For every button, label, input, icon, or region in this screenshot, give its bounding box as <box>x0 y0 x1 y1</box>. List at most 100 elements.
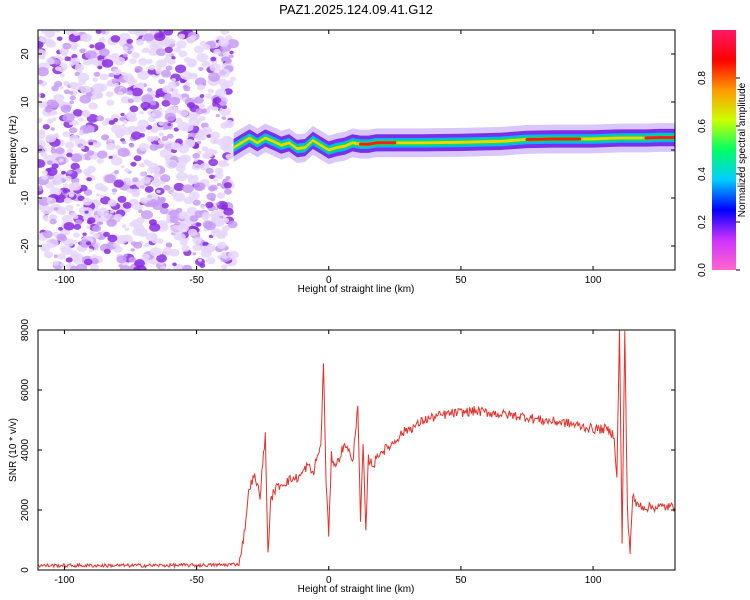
noise-blob <box>50 148 57 154</box>
noise-blob <box>140 101 151 110</box>
noise-blob <box>164 93 172 99</box>
noise-blob <box>65 204 74 212</box>
noise-blob <box>90 263 99 270</box>
noise-blob <box>45 38 54 45</box>
noise-blob <box>160 265 167 270</box>
noise-blob <box>101 30 106 34</box>
noise-blob <box>158 78 166 84</box>
noise-blob <box>70 265 79 270</box>
noise-blob <box>181 245 190 252</box>
noise-blob <box>174 47 181 53</box>
noise-blob <box>58 158 64 163</box>
noise-blob <box>186 59 198 68</box>
noise-blob <box>68 193 74 198</box>
noise-blob <box>192 199 201 206</box>
colorbar: 0.0 0.2 0.4 0.6 0.8 Normalized spectral ampl… <box>697 30 748 277</box>
noise-blob <box>65 141 75 149</box>
noise-blob <box>178 50 188 58</box>
noise-blob <box>214 167 224 175</box>
noise-blob <box>95 193 100 197</box>
signal-ridge <box>233 123 675 165</box>
noise-blob <box>162 251 169 256</box>
noise-blob <box>106 218 117 227</box>
noise-blob <box>38 93 41 98</box>
noise-blob <box>58 226 64 231</box>
noise-blob <box>164 112 176 122</box>
noise-blob <box>92 141 102 148</box>
noise-blob <box>205 167 214 174</box>
noise-blob <box>60 246 67 251</box>
spectrogram-x-axis-label: Height of straight line (km) <box>298 284 415 295</box>
noise-blob <box>86 114 99 123</box>
noise-blob <box>121 123 126 127</box>
noise-blob <box>137 82 144 87</box>
noise-blob <box>132 177 139 183</box>
noise-blob <box>127 98 135 104</box>
noise-blob <box>215 202 220 206</box>
x-tick-label: 0 <box>326 275 332 286</box>
noise-blob <box>91 225 102 232</box>
noise-blob <box>46 197 57 205</box>
noise-blob <box>54 81 63 88</box>
noise-blob <box>155 94 161 98</box>
noise-blob <box>195 108 204 115</box>
noise-blob <box>161 135 169 142</box>
noise-blob <box>221 116 227 120</box>
noise-blob <box>69 127 78 134</box>
noise-blob <box>77 195 85 201</box>
figure-title: PAZ1.2025.124.09.41.G12 <box>279 2 433 17</box>
noise-blob <box>145 160 153 167</box>
noise-blob <box>123 73 134 82</box>
noise-blob <box>155 48 166 56</box>
noise-blob <box>110 156 123 166</box>
noise-blob <box>52 260 60 266</box>
noise-blob <box>94 182 105 191</box>
noise-blob <box>210 184 218 191</box>
noise-blob <box>131 52 140 59</box>
noise-blob <box>209 63 221 72</box>
noise-blob <box>143 242 150 248</box>
noise-blob <box>59 86 64 90</box>
noise-blob <box>45 134 57 143</box>
noise-blob <box>173 127 179 132</box>
y-tick-label: 0 <box>20 567 31 573</box>
noise-blob <box>141 210 153 220</box>
noise-blob <box>173 182 185 192</box>
noise-blob <box>199 103 205 109</box>
noise-blob <box>41 175 49 181</box>
noise-blob <box>39 36 47 43</box>
noise-blob <box>88 141 94 146</box>
noise-blob <box>38 159 46 168</box>
noise-blob <box>189 215 199 222</box>
noise-blob <box>96 115 105 122</box>
noise-blob <box>98 37 106 44</box>
noise-blob <box>212 106 219 111</box>
noise-blob <box>133 96 142 103</box>
noise-blob <box>117 195 127 203</box>
noise-blob <box>223 51 229 57</box>
noise-blob <box>182 184 194 194</box>
noise-blob <box>170 224 183 235</box>
noise-blob <box>126 114 136 122</box>
noise-blob <box>129 58 137 64</box>
noise-blob <box>113 118 119 122</box>
noise-blob <box>108 72 115 78</box>
x-tick-label: -50 <box>189 275 204 286</box>
noise-blob <box>121 224 127 229</box>
noise-blob <box>54 30 61 33</box>
noise-blob <box>38 129 46 135</box>
noise-blob <box>196 53 209 63</box>
noise-blob <box>118 264 123 268</box>
noise-blob <box>59 235 68 242</box>
noise-blob <box>147 166 156 174</box>
noise-blob <box>180 79 186 84</box>
noise-blob <box>141 49 146 53</box>
noise-blob <box>88 102 98 110</box>
noise-blob <box>96 150 108 159</box>
noise-blob <box>84 210 89 214</box>
noise-blob <box>192 237 202 245</box>
noise-blob <box>70 57 80 65</box>
noise-blob <box>81 110 91 118</box>
noise-blob <box>202 44 211 50</box>
